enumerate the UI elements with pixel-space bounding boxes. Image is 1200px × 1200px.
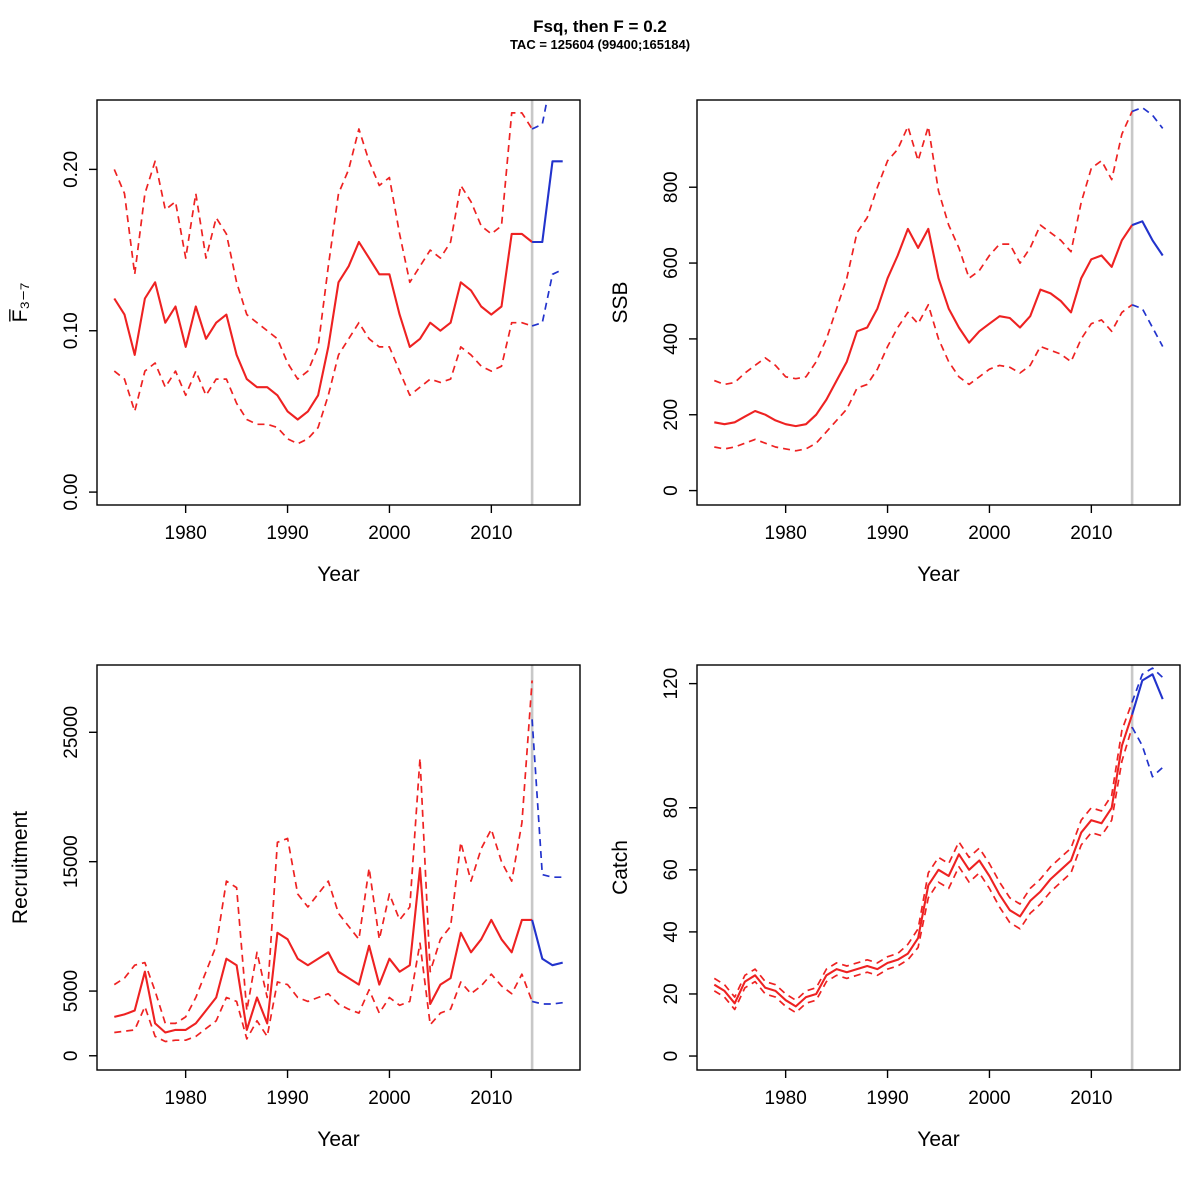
- y-axis-label: Recruitment: [9, 811, 32, 924]
- x-axis-label: Year: [917, 563, 959, 586]
- x-tick-label: 1990: [866, 1088, 908, 1109]
- forecast-median-line: [1131, 673, 1164, 716]
- x-tick-label: 2010: [470, 523, 512, 544]
- forecast-median-line: [532, 160, 563, 244]
- catch-chart: 1980 1990 2000 2010 0 20 40 60 80 120 Year Catch: [609, 664, 1181, 1151]
- plot-box: [96, 99, 581, 506]
- plot-box: [696, 99, 1181, 506]
- x-tick-label: 2010: [470, 1088, 512, 1109]
- recruitment-chart: 1980 1990 2000 2010 0 5000 15000 25000 Year Recru…: [9, 664, 581, 1151]
- forecast-ci-upper-line: [531, 719, 563, 879]
- ci-upper-line: [714, 111, 1133, 386]
- forecast-ci-lower-line: [531, 1000, 563, 1005]
- panel-recruitment: 1980 1990 2000 2010 0 5000 15000 25000 Year Recru…: [0, 635, 600, 1200]
- x-tick-label: 1980: [765, 523, 807, 544]
- x-tick-label: 2000: [368, 1088, 410, 1109]
- fbar-chart: 1980 1990 2000 2010 0.00 0.10 0.20 Year F̅₃₋₇: [9, 99, 581, 586]
- ci-upper-line: [113, 680, 533, 1025]
- x-tick-label: 1980: [165, 1088, 207, 1109]
- panel-catch: 1980 1990 2000 2010 0 20 40 60 80 120 Year Catch: [600, 635, 1200, 1200]
- forecast-ci-lower-line: [1131, 304, 1164, 347]
- y-tick-label: 0.00: [61, 474, 82, 511]
- y-tick-label: 0: [61, 1050, 82, 1061]
- x-axis-label: Year: [317, 563, 359, 586]
- panel-ssb: 1980 1990 2000 2010 0 200 400 600 800 Year SSB: [600, 70, 1200, 635]
- y-tick-label: 600: [661, 247, 682, 279]
- y-tick-label: 60: [661, 859, 682, 880]
- y-tick-label: 0.20: [61, 151, 82, 188]
- ci-lower-line: [114, 942, 533, 1043]
- forecast-ci-upper-line: [531, 100, 548, 130]
- forecast-ci-upper-line: [1131, 106, 1164, 129]
- x-tick-label: 2010: [1070, 1088, 1112, 1109]
- figure-header: Fsq, then F = 0.2 TAC = 125604 (99400;16…: [0, 0, 1200, 70]
- ssb-chart: 1980 1990 2000 2010 0 200 400 600 800 Year SSB: [609, 99, 1181, 586]
- y-axis-label: F̅₃₋₇: [9, 283, 32, 323]
- y-tick-label: 120: [661, 668, 682, 700]
- median-line: [113, 232, 533, 421]
- median-line: [713, 714, 1134, 1008]
- forecast-median-line: [1131, 220, 1164, 257]
- ci-lower-line: [713, 726, 1133, 1014]
- figure-subtitle: TAC = 125604 (99400;165184): [509, 37, 691, 53]
- ci-upper-line: [713, 701, 1133, 1002]
- forecast-ci-lower-line: [531, 268, 564, 327]
- forecast-ci-lower-line: [1131, 726, 1164, 778]
- y-tick-label: 15000: [61, 835, 82, 888]
- plot-box: [96, 664, 581, 1071]
- x-tick-label: 1990: [866, 523, 908, 544]
- x-tick-label: 2000: [968, 523, 1010, 544]
- ci-upper-line: [113, 112, 533, 380]
- x-tick-label: 1990: [266, 1088, 308, 1109]
- y-tick-label: 0: [661, 485, 682, 496]
- y-tick-label: 800: [661, 171, 682, 203]
- ci-lower-line: [714, 303, 1133, 452]
- panel-fbar: 1980 1990 2000 2010 0.00 0.10 0.20 Year F̅₃₋₇: [0, 70, 600, 635]
- y-tick-label: 0: [661, 1051, 682, 1062]
- x-tick-label: 1980: [165, 523, 207, 544]
- x-axis-label: Year: [317, 1128, 359, 1151]
- x-axis-label: Year: [917, 1128, 959, 1151]
- y-axis-label: Catch: [609, 840, 632, 895]
- x-tick-label: 2000: [968, 1088, 1010, 1109]
- y-tick-label: 20: [661, 983, 682, 1004]
- y-tick-label: 200: [661, 399, 682, 431]
- y-tick-label: 25000: [61, 706, 82, 759]
- x-tick-label: 2010: [1070, 523, 1112, 544]
- y-tick-label: 0.10: [61, 312, 82, 349]
- ci-lower-line: [113, 321, 533, 445]
- y-axis-label: SSB: [609, 281, 632, 323]
- x-tick-label: 1980: [765, 1088, 807, 1109]
- forecast-ci-upper-line: [1131, 667, 1164, 703]
- x-tick-label: 2000: [368, 523, 410, 544]
- median-line: [114, 867, 533, 1034]
- median-line: [714, 224, 1133, 428]
- y-tick-label: 40: [661, 921, 682, 942]
- y-tick-label: 400: [661, 323, 682, 355]
- forecast-median-line: [531, 919, 563, 967]
- panel-grid: 1980 1990 2000 2010 0.00 0.10 0.20 Year F̅₃₋₇ 19…: [0, 70, 1200, 1200]
- y-tick-label: 5000: [61, 970, 82, 1012]
- plot-box: [696, 664, 1181, 1071]
- figure-title: Fsq, then F = 0.2: [533, 17, 667, 36]
- y-tick-label: 80: [661, 797, 682, 818]
- x-tick-label: 1990: [266, 523, 308, 544]
